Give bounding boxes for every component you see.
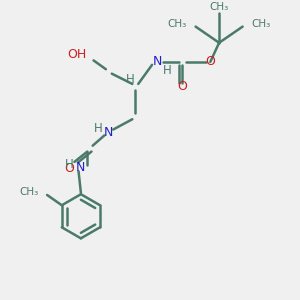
Text: CH₃: CH₃ (251, 19, 271, 29)
Text: OH: OH (68, 48, 87, 61)
Text: H: H (94, 122, 103, 135)
Text: O: O (177, 80, 187, 93)
Text: H: H (65, 158, 74, 171)
Text: CH₃: CH₃ (167, 19, 187, 29)
Text: O: O (205, 56, 215, 68)
Text: N: N (153, 56, 162, 68)
Text: H: H (163, 64, 172, 76)
Text: CH₃: CH₃ (20, 187, 39, 197)
Text: N: N (76, 161, 86, 174)
Text: N: N (104, 126, 113, 139)
Text: H: H (126, 73, 134, 86)
Text: O: O (64, 162, 74, 175)
Text: CH₃: CH₃ (209, 2, 229, 12)
